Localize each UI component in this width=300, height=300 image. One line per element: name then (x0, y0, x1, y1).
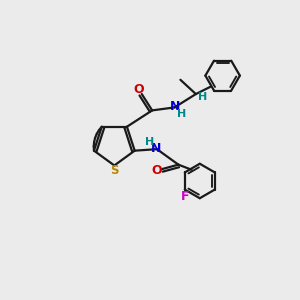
Text: H: H (145, 137, 154, 147)
Text: F: F (181, 190, 189, 202)
Text: H: H (198, 92, 207, 102)
Text: N: N (170, 100, 180, 113)
Text: S: S (110, 164, 118, 177)
Text: N: N (151, 142, 162, 155)
Text: O: O (134, 83, 144, 96)
Text: O: O (152, 164, 162, 177)
Text: H: H (177, 109, 187, 119)
